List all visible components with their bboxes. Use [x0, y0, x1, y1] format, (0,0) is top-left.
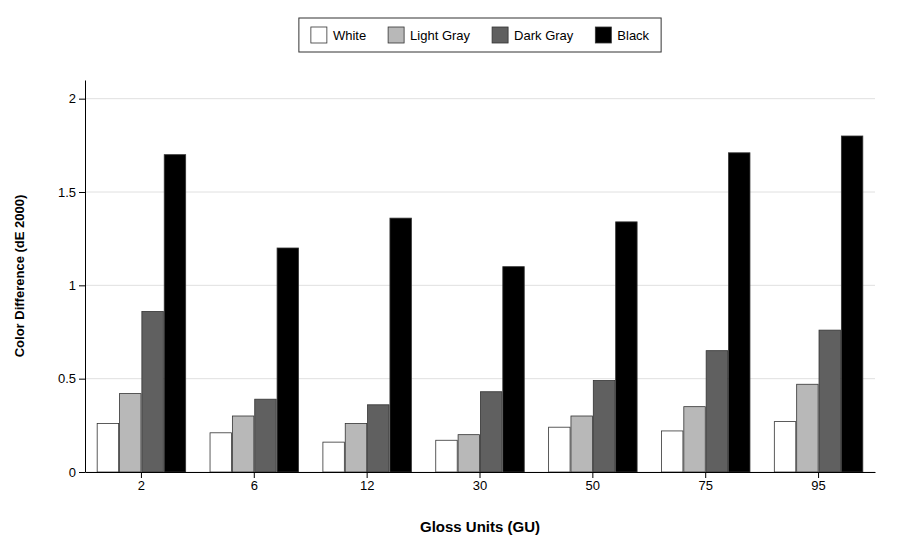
bar — [616, 222, 637, 472]
bar — [661, 431, 682, 472]
x-tick: 2 — [138, 472, 145, 493]
bar — [323, 442, 344, 472]
y-tick-label: 1 — [69, 278, 76, 293]
bar — [120, 394, 141, 472]
y-tick-label: 0.5 — [58, 371, 76, 386]
legend-frame — [299, 18, 661, 52]
grid-line — [85, 378, 875, 379]
bar — [368, 405, 389, 472]
bar — [729, 153, 750, 472]
bar — [436, 440, 457, 472]
x-tick-mark — [480, 472, 481, 478]
x-tick-mark — [592, 472, 593, 478]
x-axis-title: Gloss Units (GU) — [420, 518, 540, 535]
bar — [345, 423, 366, 472]
x-tick-mark — [141, 472, 142, 478]
x-tick: 6 — [251, 472, 258, 493]
x-tick-mark — [705, 472, 706, 478]
y-tick-label: 2 — [69, 91, 76, 106]
bar — [480, 392, 501, 472]
y-tick: 2 — [69, 91, 85, 106]
legend-swatch — [492, 27, 508, 43]
grid-line — [85, 192, 875, 193]
bar — [797, 384, 818, 472]
y-tick-mark — [79, 379, 85, 380]
x-axis: 2 6 12 30 50 75 95 — [86, 472, 876, 493]
bar — [255, 399, 276, 472]
legend-item: White — [311, 27, 366, 43]
y-axis-title: Color Difference (dE 2000) — [12, 195, 27, 358]
x-tick: 30 — [473, 472, 487, 493]
bar — [841, 136, 862, 472]
chart-svg: 0 0.5 1 1.5 2 2 6 12 30 50 75 95 Gloss Units (GU) Col… — [0, 0, 900, 550]
legend-label: White — [333, 28, 366, 43]
legend-item: Dark Gray — [492, 27, 574, 43]
bar — [390, 218, 411, 472]
x-tick-mark — [367, 472, 368, 478]
y-tick-mark — [79, 472, 85, 473]
y-tick-label: 0 — [69, 465, 76, 480]
bar — [458, 435, 479, 472]
bar-series — [164, 136, 863, 472]
y-tick: 1 — [69, 278, 85, 293]
x-tick-label: 12 — [360, 478, 374, 493]
x-tick-label: 6 — [251, 478, 258, 493]
grid-line — [85, 98, 875, 99]
y-tick-mark — [79, 99, 85, 100]
x-tick-label: 30 — [473, 478, 487, 493]
legend-swatch — [595, 27, 611, 43]
bar — [97, 423, 118, 472]
bar — [774, 422, 795, 472]
bar — [503, 267, 524, 472]
y-tick-mark — [79, 192, 85, 193]
x-tick: 75 — [698, 472, 712, 493]
x-tick-label: 95 — [811, 478, 825, 493]
bar — [210, 433, 231, 472]
legend-item: Black — [595, 27, 649, 43]
chart-container: 0 0.5 1 1.5 2 2 6 12 30 50 75 95 Gloss Units (GU) Col… — [0, 0, 900, 550]
bar — [277, 248, 298, 472]
x-tick-label: 50 — [586, 478, 600, 493]
plot-area: 0 0.5 1 1.5 2 2 6 12 30 50 75 95 — [58, 81, 876, 494]
y-tick: 0 — [69, 465, 85, 480]
x-tick: 12 — [360, 472, 374, 493]
grid-line — [85, 285, 875, 286]
y-tick: 1.5 — [58, 185, 85, 200]
x-tick-mark — [818, 472, 819, 478]
bar — [819, 330, 840, 472]
grid — [85, 99, 875, 472]
legend-label: Light Gray — [410, 28, 470, 43]
x-tick: 50 — [586, 472, 600, 493]
bar — [142, 311, 163, 472]
legend-swatch — [311, 27, 327, 43]
bar — [684, 407, 705, 472]
x-tick-label: 2 — [138, 478, 145, 493]
x-tick-label: 75 — [698, 478, 712, 493]
y-tick: 0.5 — [58, 371, 85, 386]
bar — [232, 416, 253, 472]
bars — [97, 136, 863, 472]
legend-label: Dark Gray — [514, 28, 574, 43]
y-axis-line — [85, 81, 86, 473]
legend-item: Light Gray — [388, 27, 470, 43]
y-tick-label: 1.5 — [58, 185, 76, 200]
bar — [549, 427, 570, 472]
x-tick-mark — [254, 472, 255, 478]
y-axis: 0 0.5 1 1.5 2 — [58, 81, 86, 480]
bar — [164, 155, 185, 472]
legend: White Light Gray Dark Gray Black — [299, 18, 661, 52]
bar — [571, 416, 592, 472]
x-tick: 95 — [811, 472, 825, 493]
legend-swatch — [388, 27, 404, 43]
bar — [593, 381, 614, 472]
y-tick-mark — [79, 285, 85, 286]
legend-label: Black — [617, 28, 649, 43]
bar — [706, 351, 727, 472]
